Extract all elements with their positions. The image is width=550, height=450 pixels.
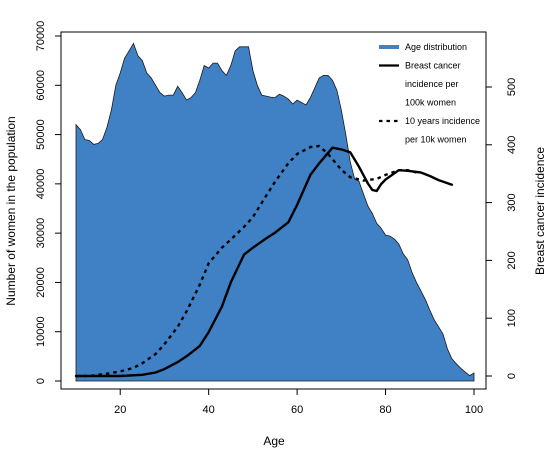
y-left-tick-label: 10000: [35, 316, 47, 347]
area-layer: [75, 42, 475, 382]
y-left-axis: 0 10000 20000 30000 40000 50000 60000 70000: [35, 21, 62, 384]
y-left-axis-title: Number of women in the population: [4, 116, 18, 305]
series-10yr-incidence-line: [76, 144, 417, 378]
legend-label: per 10k women: [405, 135, 467, 145]
x-tick-label: 20: [114, 404, 126, 416]
y-left-tick-label: 50000: [35, 119, 47, 150]
y-right-tick-label: 300: [506, 193, 518, 211]
y-left-tick-label: 40000: [35, 169, 47, 200]
y-left-tick-label: 30000: [35, 218, 47, 249]
line-layer: [74, 144, 454, 378]
legend-label: Age distribution: [405, 42, 467, 52]
y-right-tick-label: 200: [506, 251, 518, 269]
y-right-tick-label: 0: [506, 373, 518, 379]
series-age-distribution-area: [75, 42, 475, 382]
series-incidence-line: [74, 146, 454, 378]
legend-label: 10 years incidence: [405, 116, 480, 126]
legend-label: 100k women: [405, 98, 456, 108]
y-right-axis-title: Breast cancer incidence: [533, 147, 547, 275]
legend: Age distribution Breast cancer incidence p…: [379, 42, 480, 145]
y-right-tick-label: 100: [506, 309, 518, 327]
x-axis-title: Age: [263, 434, 285, 448]
y-right-axis: 0 100 200 300 400 500: [485, 78, 518, 379]
legend-label: Breast cancer: [405, 61, 461, 71]
x-axis: 20 40 60 80 100: [114, 388, 483, 416]
y-left-tick-label: 70000: [35, 21, 47, 52]
x-tick-label: 40: [203, 404, 215, 416]
y-left-tick-label: 60000: [35, 70, 47, 101]
x-tick-label: 100: [465, 404, 483, 416]
y-right-tick-label: 500: [506, 78, 518, 96]
x-tick-label: 60: [291, 404, 303, 416]
legend-label: incidence per: [405, 79, 459, 89]
y-right-tick-label: 400: [506, 136, 518, 154]
y-left-tick-label: 0: [35, 378, 47, 384]
x-tick-label: 80: [379, 404, 391, 416]
y-left-tick-label: 20000: [35, 267, 47, 298]
